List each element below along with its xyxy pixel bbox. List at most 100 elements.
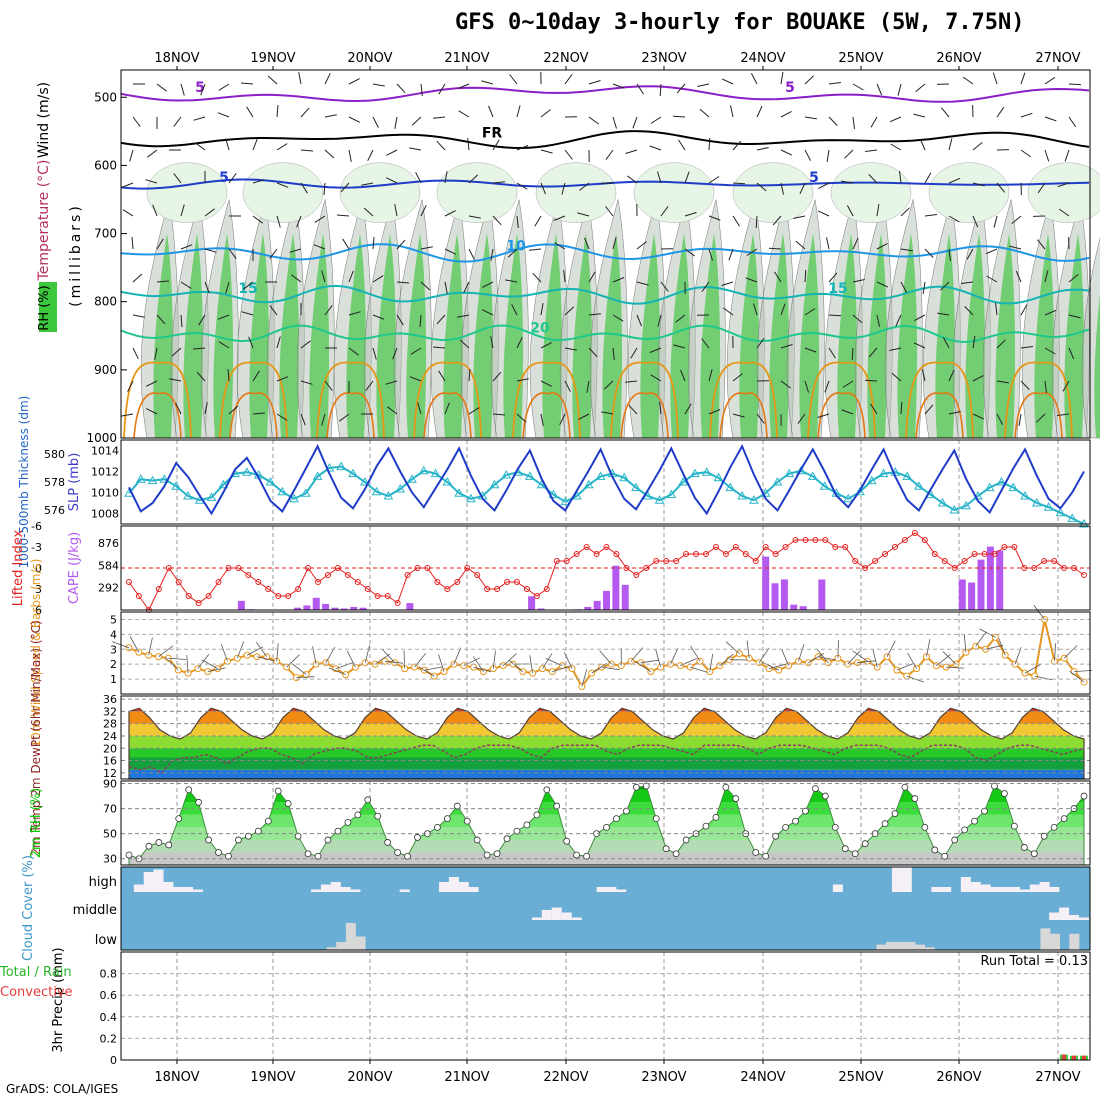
wind-barb bbox=[721, 281, 734, 286]
wind-barb bbox=[868, 347, 878, 358]
wind-barb bbox=[540, 342, 552, 349]
li-point bbox=[683, 551, 690, 557]
wind-barb bbox=[204, 208, 215, 217]
wind-barb bbox=[321, 270, 326, 283]
wind-tick-label: 1 bbox=[110, 673, 117, 686]
wind10m-barb bbox=[201, 659, 218, 670]
wind-axis-label: 10m Wind Speed & Barbs (m/s) bbox=[29, 559, 43, 748]
li-point bbox=[842, 544, 849, 550]
cloud-bar-high bbox=[891, 867, 902, 892]
rh2m-point bbox=[1010, 822, 1018, 830]
cloud-bar-high bbox=[163, 882, 174, 892]
wind-barb bbox=[972, 182, 985, 187]
cape-bar bbox=[593, 600, 601, 610]
wind-barb bbox=[492, 181, 505, 184]
rh2m-point bbox=[533, 811, 541, 819]
wind-barb bbox=[269, 248, 278, 259]
li-point bbox=[653, 558, 660, 564]
wind-barb bbox=[267, 75, 278, 85]
temp-contour bbox=[120, 324, 1090, 343]
panel-frame-cld bbox=[120, 866, 1091, 951]
cloud-bar-low bbox=[1069, 933, 1080, 950]
wind-barb bbox=[649, 145, 662, 151]
li-point bbox=[543, 586, 550, 592]
li-point bbox=[832, 544, 839, 550]
wind-barb bbox=[241, 311, 254, 316]
wind-barb bbox=[396, 83, 406, 94]
wind-barb bbox=[828, 116, 838, 126]
li-point bbox=[155, 586, 162, 592]
wind10m-barb bbox=[985, 644, 1004, 650]
wind-barb bbox=[392, 347, 398, 360]
wind-barb bbox=[516, 105, 521, 118]
wind-barb bbox=[865, 149, 878, 152]
wind-barb bbox=[750, 73, 758, 85]
thickness-tick-label: 578 bbox=[44, 476, 65, 489]
wind-barb bbox=[481, 309, 494, 316]
rh2m-point bbox=[175, 815, 183, 823]
temp-contour-surface bbox=[522, 392, 571, 439]
rh2m-point bbox=[603, 823, 610, 831]
temp-contour-label: 5 bbox=[785, 80, 795, 96]
wind-barb bbox=[563, 270, 566, 283]
wind-barb bbox=[1057, 182, 1070, 188]
day-label-top: 18NOV bbox=[154, 51, 199, 66]
wind-barb bbox=[780, 182, 784, 195]
temp-contour-surface bbox=[133, 392, 182, 439]
slp-line bbox=[128, 443, 1085, 516]
wind-barb bbox=[276, 182, 289, 188]
li-axis-label: Lifted Index bbox=[11, 529, 26, 606]
cloud-bar-middle bbox=[561, 912, 572, 920]
wind-barb bbox=[756, 338, 765, 349]
wind10m-barb bbox=[581, 669, 588, 687]
wind-barb bbox=[588, 80, 601, 85]
wind10m-barb bbox=[296, 676, 315, 678]
li-point bbox=[941, 558, 948, 564]
thickness-point bbox=[395, 483, 406, 493]
wind10m-barb bbox=[1074, 670, 1093, 673]
rh2m-point bbox=[155, 839, 163, 846]
rh2m-point bbox=[1030, 850, 1038, 858]
rh2m-point bbox=[324, 836, 332, 844]
wind-barb bbox=[1015, 270, 1022, 283]
wind-barb bbox=[509, 74, 518, 85]
cape-bar bbox=[977, 559, 985, 610]
wind10m-barb bbox=[896, 663, 914, 671]
rh2m-point bbox=[543, 786, 551, 794]
wind-barb bbox=[396, 314, 404, 326]
wind-barb bbox=[708, 215, 721, 221]
cape-tick-label: 584 bbox=[98, 559, 119, 572]
rh2m-point bbox=[991, 782, 998, 790]
cape-bar bbox=[771, 583, 779, 610]
wind-barb bbox=[897, 83, 902, 96]
li-point bbox=[812, 537, 819, 543]
temp-contour-surface bbox=[610, 361, 679, 439]
wind-tick-label: 3 bbox=[110, 643, 117, 656]
rh-shade-green bbox=[249, 233, 270, 438]
rh2m-point bbox=[851, 850, 859, 858]
wind-barb bbox=[659, 83, 662, 97]
wind-barb bbox=[1068, 116, 1077, 128]
cape-panel-group: -6 -3 0 3 6 292 584 876 Lifted Index CAPE (J/kg) bbox=[11, 520, 1090, 617]
rh2m-point bbox=[264, 817, 272, 825]
wind-barb bbox=[1011, 215, 1022, 224]
li-point bbox=[245, 572, 252, 578]
wind-barb bbox=[900, 248, 913, 252]
li-point bbox=[573, 551, 580, 557]
wind10m-barb bbox=[1069, 670, 1085, 683]
wind-barb bbox=[198, 314, 206, 326]
wind10m-barb bbox=[256, 656, 275, 662]
wind-barb bbox=[699, 108, 710, 118]
cloud-bar-low bbox=[336, 941, 347, 950]
thickness-point bbox=[666, 489, 677, 499]
wind-barb bbox=[937, 312, 950, 316]
wind10m-barb bbox=[207, 667, 226, 673]
rh2m-point bbox=[682, 836, 690, 844]
wind-barb bbox=[468, 248, 475, 260]
wind-barb bbox=[444, 248, 457, 255]
wind-barb bbox=[200, 83, 206, 96]
wind-barb bbox=[372, 236, 375, 250]
wind10m-barb bbox=[946, 666, 965, 669]
wind-barb bbox=[276, 376, 289, 382]
cloud-axis-label: Cloud Cover (%) bbox=[21, 855, 36, 961]
